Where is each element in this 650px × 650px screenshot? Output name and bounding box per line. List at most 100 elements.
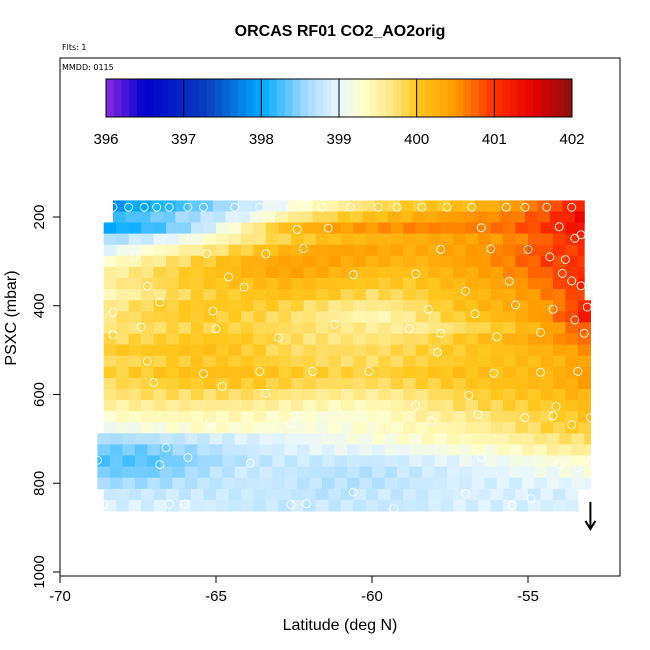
chart-title: ORCAS RF01 CO2_AO2orig bbox=[235, 23, 446, 40]
heatmap-cell bbox=[153, 344, 167, 357]
heatmap-cell bbox=[153, 400, 167, 412]
heatmap-cell bbox=[128, 344, 142, 357]
heatmap-cell bbox=[322, 433, 336, 445]
heatmap-cell bbox=[265, 233, 279, 246]
heatmap-cell bbox=[540, 333, 554, 346]
heatmap-cell bbox=[278, 222, 292, 235]
heatmap-cell bbox=[365, 333, 379, 346]
heatmap-cell bbox=[365, 499, 379, 512]
colorbar-segment bbox=[385, 79, 394, 117]
heatmap-cell bbox=[490, 366, 504, 379]
heatmap-cell bbox=[403, 499, 417, 512]
heatmap-cell bbox=[141, 222, 155, 235]
heatmap-cell bbox=[197, 466, 211, 479]
heatmap-cell bbox=[116, 311, 130, 323]
heatmap-cell bbox=[328, 266, 342, 279]
heatmap-cell bbox=[209, 433, 223, 445]
heatmap-cell bbox=[122, 455, 136, 468]
heatmap-cell bbox=[265, 488, 279, 501]
heatmap-cell bbox=[553, 422, 567, 434]
heatmap-cell bbox=[265, 499, 279, 512]
y-axis-title: PSXC (mbar) bbox=[3, 270, 20, 365]
heatmap-cell bbox=[384, 455, 398, 468]
sample-point bbox=[108, 330, 118, 340]
heatmap-cell bbox=[103, 278, 117, 290]
heatmap-cell bbox=[253, 366, 267, 379]
sample-point bbox=[585, 413, 595, 423]
heatmap-cell bbox=[284, 466, 298, 479]
heatmap-cell bbox=[528, 322, 542, 335]
heatmap-cell bbox=[524, 200, 538, 213]
heatmap-cell bbox=[272, 444, 286, 457]
heatmap-cell bbox=[241, 233, 255, 246]
heatmap-cell bbox=[290, 355, 304, 368]
colorbar-segment bbox=[323, 79, 332, 117]
heatmap-cell bbox=[216, 411, 230, 423]
heatmap-cell bbox=[153, 355, 167, 368]
heatmap-cell bbox=[216, 255, 230, 268]
heatmap-cell bbox=[191, 322, 205, 335]
sample-point bbox=[436, 328, 446, 338]
x-tick-label: -60 bbox=[361, 588, 383, 605]
heatmap-cell bbox=[147, 455, 161, 468]
heatmap-cell bbox=[403, 377, 417, 390]
heatmap-cell bbox=[440, 244, 454, 257]
heatmap-cell bbox=[403, 344, 417, 357]
heatmap-cell bbox=[503, 266, 517, 279]
heatmap-cell bbox=[253, 233, 267, 246]
heatmap-cell bbox=[390, 255, 404, 268]
heatmap-cell bbox=[537, 211, 551, 224]
heatmap-cell bbox=[425, 211, 439, 224]
heatmap-cell bbox=[415, 300, 429, 312]
colorbar-segment bbox=[486, 79, 495, 117]
heatmap-cell bbox=[225, 200, 239, 213]
sample-point bbox=[470, 309, 480, 319]
heatmap-cell bbox=[434, 466, 448, 479]
heatmap-cell bbox=[565, 377, 579, 390]
heatmap-cell bbox=[138, 211, 152, 224]
sample-point bbox=[164, 202, 174, 212]
heatmap-cell bbox=[515, 411, 529, 423]
x-axis-title: Latitude (deg N) bbox=[283, 617, 398, 634]
heatmap-cell bbox=[571, 466, 585, 479]
heatmap-cell bbox=[290, 278, 304, 290]
sample-point bbox=[554, 460, 564, 470]
heatmap-cell bbox=[353, 366, 367, 379]
heatmap-cell bbox=[303, 355, 317, 368]
heatmap-cell bbox=[197, 433, 211, 445]
heatmap-cell bbox=[128, 488, 142, 501]
heatmap-cell bbox=[103, 355, 117, 368]
heatmap-cell bbox=[237, 200, 251, 213]
heatmap-cell bbox=[128, 389, 142, 401]
heatmap-cell bbox=[528, 389, 542, 401]
heatmap-cell bbox=[453, 222, 467, 235]
heatmap-cell bbox=[297, 477, 311, 490]
heatmap-cell bbox=[415, 333, 429, 346]
heatmap-cell bbox=[222, 433, 236, 445]
heatmap-cell bbox=[390, 233, 404, 246]
heatmap-cell bbox=[128, 278, 142, 290]
heatmap-cell bbox=[128, 311, 142, 323]
sample-point bbox=[545, 252, 555, 262]
heatmap-cell bbox=[553, 233, 567, 246]
heatmap-cell bbox=[178, 389, 192, 401]
heatmap-cell bbox=[397, 444, 411, 457]
heatmap-cell bbox=[378, 499, 392, 512]
heatmap-cell bbox=[465, 377, 479, 390]
heatmap-cell bbox=[521, 466, 535, 479]
heatmap-cell bbox=[496, 444, 510, 457]
heatmap-cell bbox=[122, 433, 136, 445]
heatmap-cell bbox=[303, 233, 317, 246]
sample-point bbox=[348, 487, 358, 497]
heatmap-cell bbox=[465, 300, 479, 312]
heatmap-cell bbox=[141, 389, 155, 401]
heatmap-cell bbox=[546, 477, 560, 490]
heatmap-cell bbox=[228, 488, 242, 501]
heatmap-cell bbox=[253, 322, 267, 335]
heatmap-cell bbox=[372, 477, 386, 490]
heatmap-cell bbox=[528, 488, 542, 501]
heatmap-cell bbox=[353, 422, 367, 434]
sample-point bbox=[139, 202, 149, 212]
heatmap-cell bbox=[178, 400, 192, 412]
heatmap-cell bbox=[103, 311, 117, 323]
